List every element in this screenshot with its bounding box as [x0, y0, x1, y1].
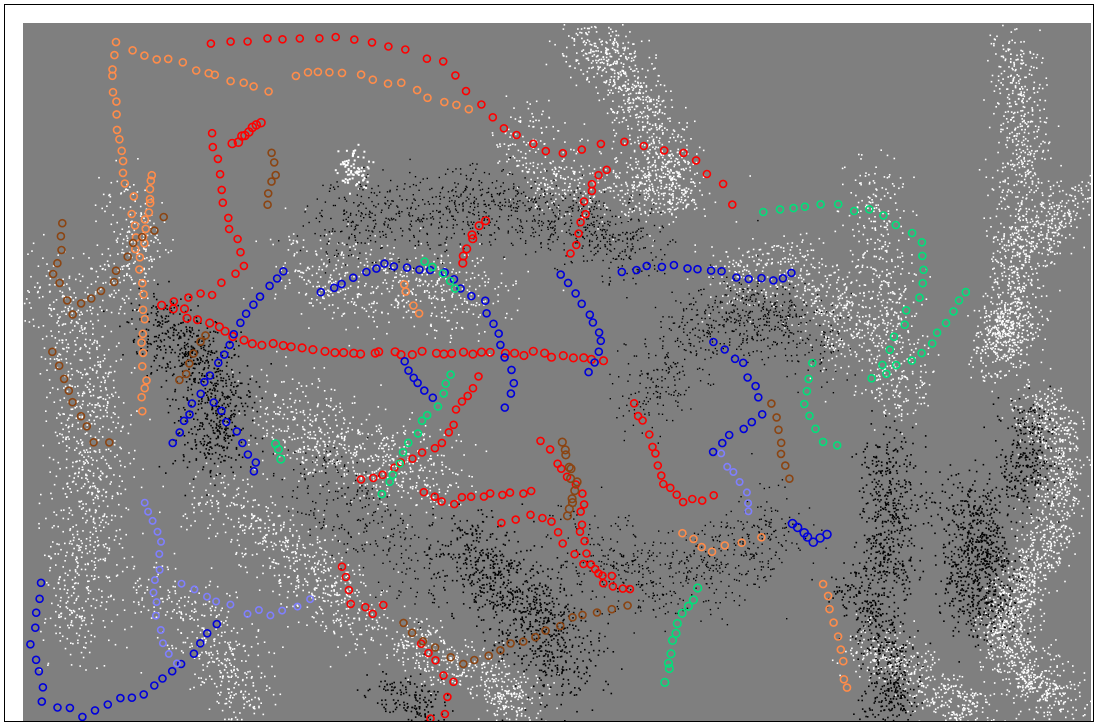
scatter-art	[23, 24, 1091, 721]
white-point-clouds	[23, 24, 1091, 721]
black-point-clouds	[103, 157, 1070, 721]
scatter-canvas	[23, 23, 1091, 721]
ring-trails	[26, 32, 971, 721]
image-frame	[4, 4, 1094, 722]
